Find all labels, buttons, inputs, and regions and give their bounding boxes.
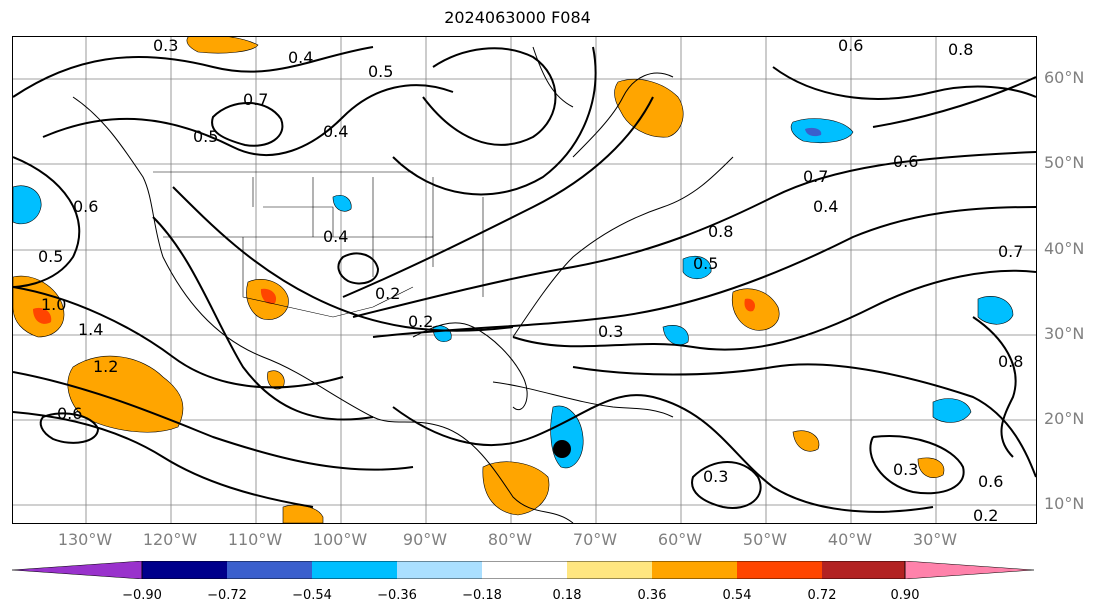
contour-label: 0.7 (998, 242, 1023, 261)
colorbar-tick: 0.54 (722, 588, 752, 603)
colorbar-segment (737, 561, 822, 579)
lon-label-80w: 80°W (487, 530, 533, 549)
political-borders (153, 171, 484, 318)
contour-labels: 0.4 0.3 0.5 0.6 0.8 0.7 0.5 0.4 0.6 0.5 … (38, 37, 1023, 523)
colorbar-segment-over (904, 561, 1035, 579)
storm-center-marker (553, 440, 571, 458)
lon-label-90w: 90°W (402, 530, 448, 549)
lat-label-10n: 10°N (1044, 494, 1085, 513)
colorbar (12, 561, 1035, 579)
contour-label: 0.7 (243, 90, 268, 109)
colorbar-tick: 0.90 (890, 588, 920, 603)
contour-label: 1.2 (93, 357, 118, 376)
colorbar-segment (567, 561, 652, 579)
contour-label: 0.8 (708, 222, 733, 241)
map-panel: 0.4 0.3 0.5 0.6 0.8 0.7 0.5 0.4 0.6 0.5 … (12, 36, 1037, 524)
colorbar-segment (822, 561, 905, 579)
contour-label: 0.6 (57, 404, 82, 423)
contour-label: 0.3 (703, 467, 728, 486)
contour-label: 1.0 (41, 295, 66, 314)
colorbar-tick: −0.72 (207, 588, 247, 603)
contour-label: 0.2 (375, 284, 400, 303)
contour-label: 0.3 (893, 460, 918, 479)
contour-label: 0.4 (288, 48, 313, 67)
lat-label-50n: 50°N (1044, 153, 1085, 172)
contour-label: 0.5 (38, 247, 63, 266)
map-title: 2024063000 F084 (444, 8, 591, 27)
lon-label-60w: 60°W (657, 530, 703, 549)
lon-label-70w: 70°W (572, 530, 618, 549)
contour-label: 0.6 (978, 472, 1003, 491)
contour-label: 0.6 (838, 37, 863, 55)
lon-label-40w: 40°W (827, 530, 873, 549)
lon-label-30w: 30°W (912, 530, 958, 549)
lon-label-110w: 110°W (227, 530, 283, 549)
colorbar-segment-under (12, 561, 143, 579)
lat-label-60n: 60°N (1044, 68, 1085, 87)
contour-label: 0.6 (73, 197, 98, 216)
contour-label: 0.5 (693, 254, 718, 273)
contour-label: 0.4 (323, 122, 348, 141)
contour-label: 0.3 (598, 322, 623, 341)
negative-shading (13, 118, 1014, 469)
intense-negative-shading (805, 127, 822, 137)
contour-label: 0.4 (323, 227, 348, 246)
contour-label: 0.8 (998, 352, 1023, 371)
colorbar-tick: −0.54 (292, 588, 332, 603)
coastlines (72, 46, 734, 523)
contour-label: 0.8 (948, 40, 973, 59)
contour-lines (13, 46, 1036, 513)
graticule (13, 37, 1036, 523)
colorbar-segment (652, 561, 737, 579)
contour-label: 1.4 (78, 320, 103, 339)
lat-label-40n: 40°N (1044, 239, 1085, 258)
colorbar-segment (227, 561, 312, 579)
contour-label: 0.6 (893, 152, 918, 171)
contour-label: 0.7 (803, 167, 828, 186)
map-canvas: 0.4 0.3 0.5 0.6 0.8 0.7 0.5 0.4 0.6 0.5 … (13, 37, 1036, 523)
colorbar-segment (142, 561, 227, 579)
colorbar-tick: 0.36 (637, 588, 667, 603)
contour-label: 0.4 (813, 197, 838, 216)
contour-label: 0.3 (153, 37, 178, 55)
lat-label-20n: 20°N (1044, 409, 1085, 428)
contour-label: 0.2 (408, 312, 433, 331)
lon-label-120w: 120°W (142, 530, 198, 549)
contour-label: 0.5 (193, 127, 218, 146)
lon-label-100w: 100°W (312, 530, 368, 549)
colorbar-tick: −0.90 (122, 588, 162, 603)
colorbar-segment (312, 561, 397, 579)
colorbar-segment (482, 561, 567, 579)
intense-shading (33, 288, 756, 324)
lat-label-30n: 30°N (1044, 324, 1085, 343)
contour-label: 0.2 (973, 506, 998, 523)
colorbar-tick: −0.36 (377, 588, 417, 603)
colorbar-tick: −0.18 (462, 588, 502, 603)
contour-label: 0.5 (368, 62, 393, 81)
colorbar-segment (397, 561, 482, 579)
lon-label-50w: 50°W (742, 530, 788, 549)
colorbar-tick: 0.72 (807, 588, 837, 603)
colorbar-tick: 0.18 (552, 588, 582, 603)
lon-label-130w: 130°W (57, 530, 113, 549)
